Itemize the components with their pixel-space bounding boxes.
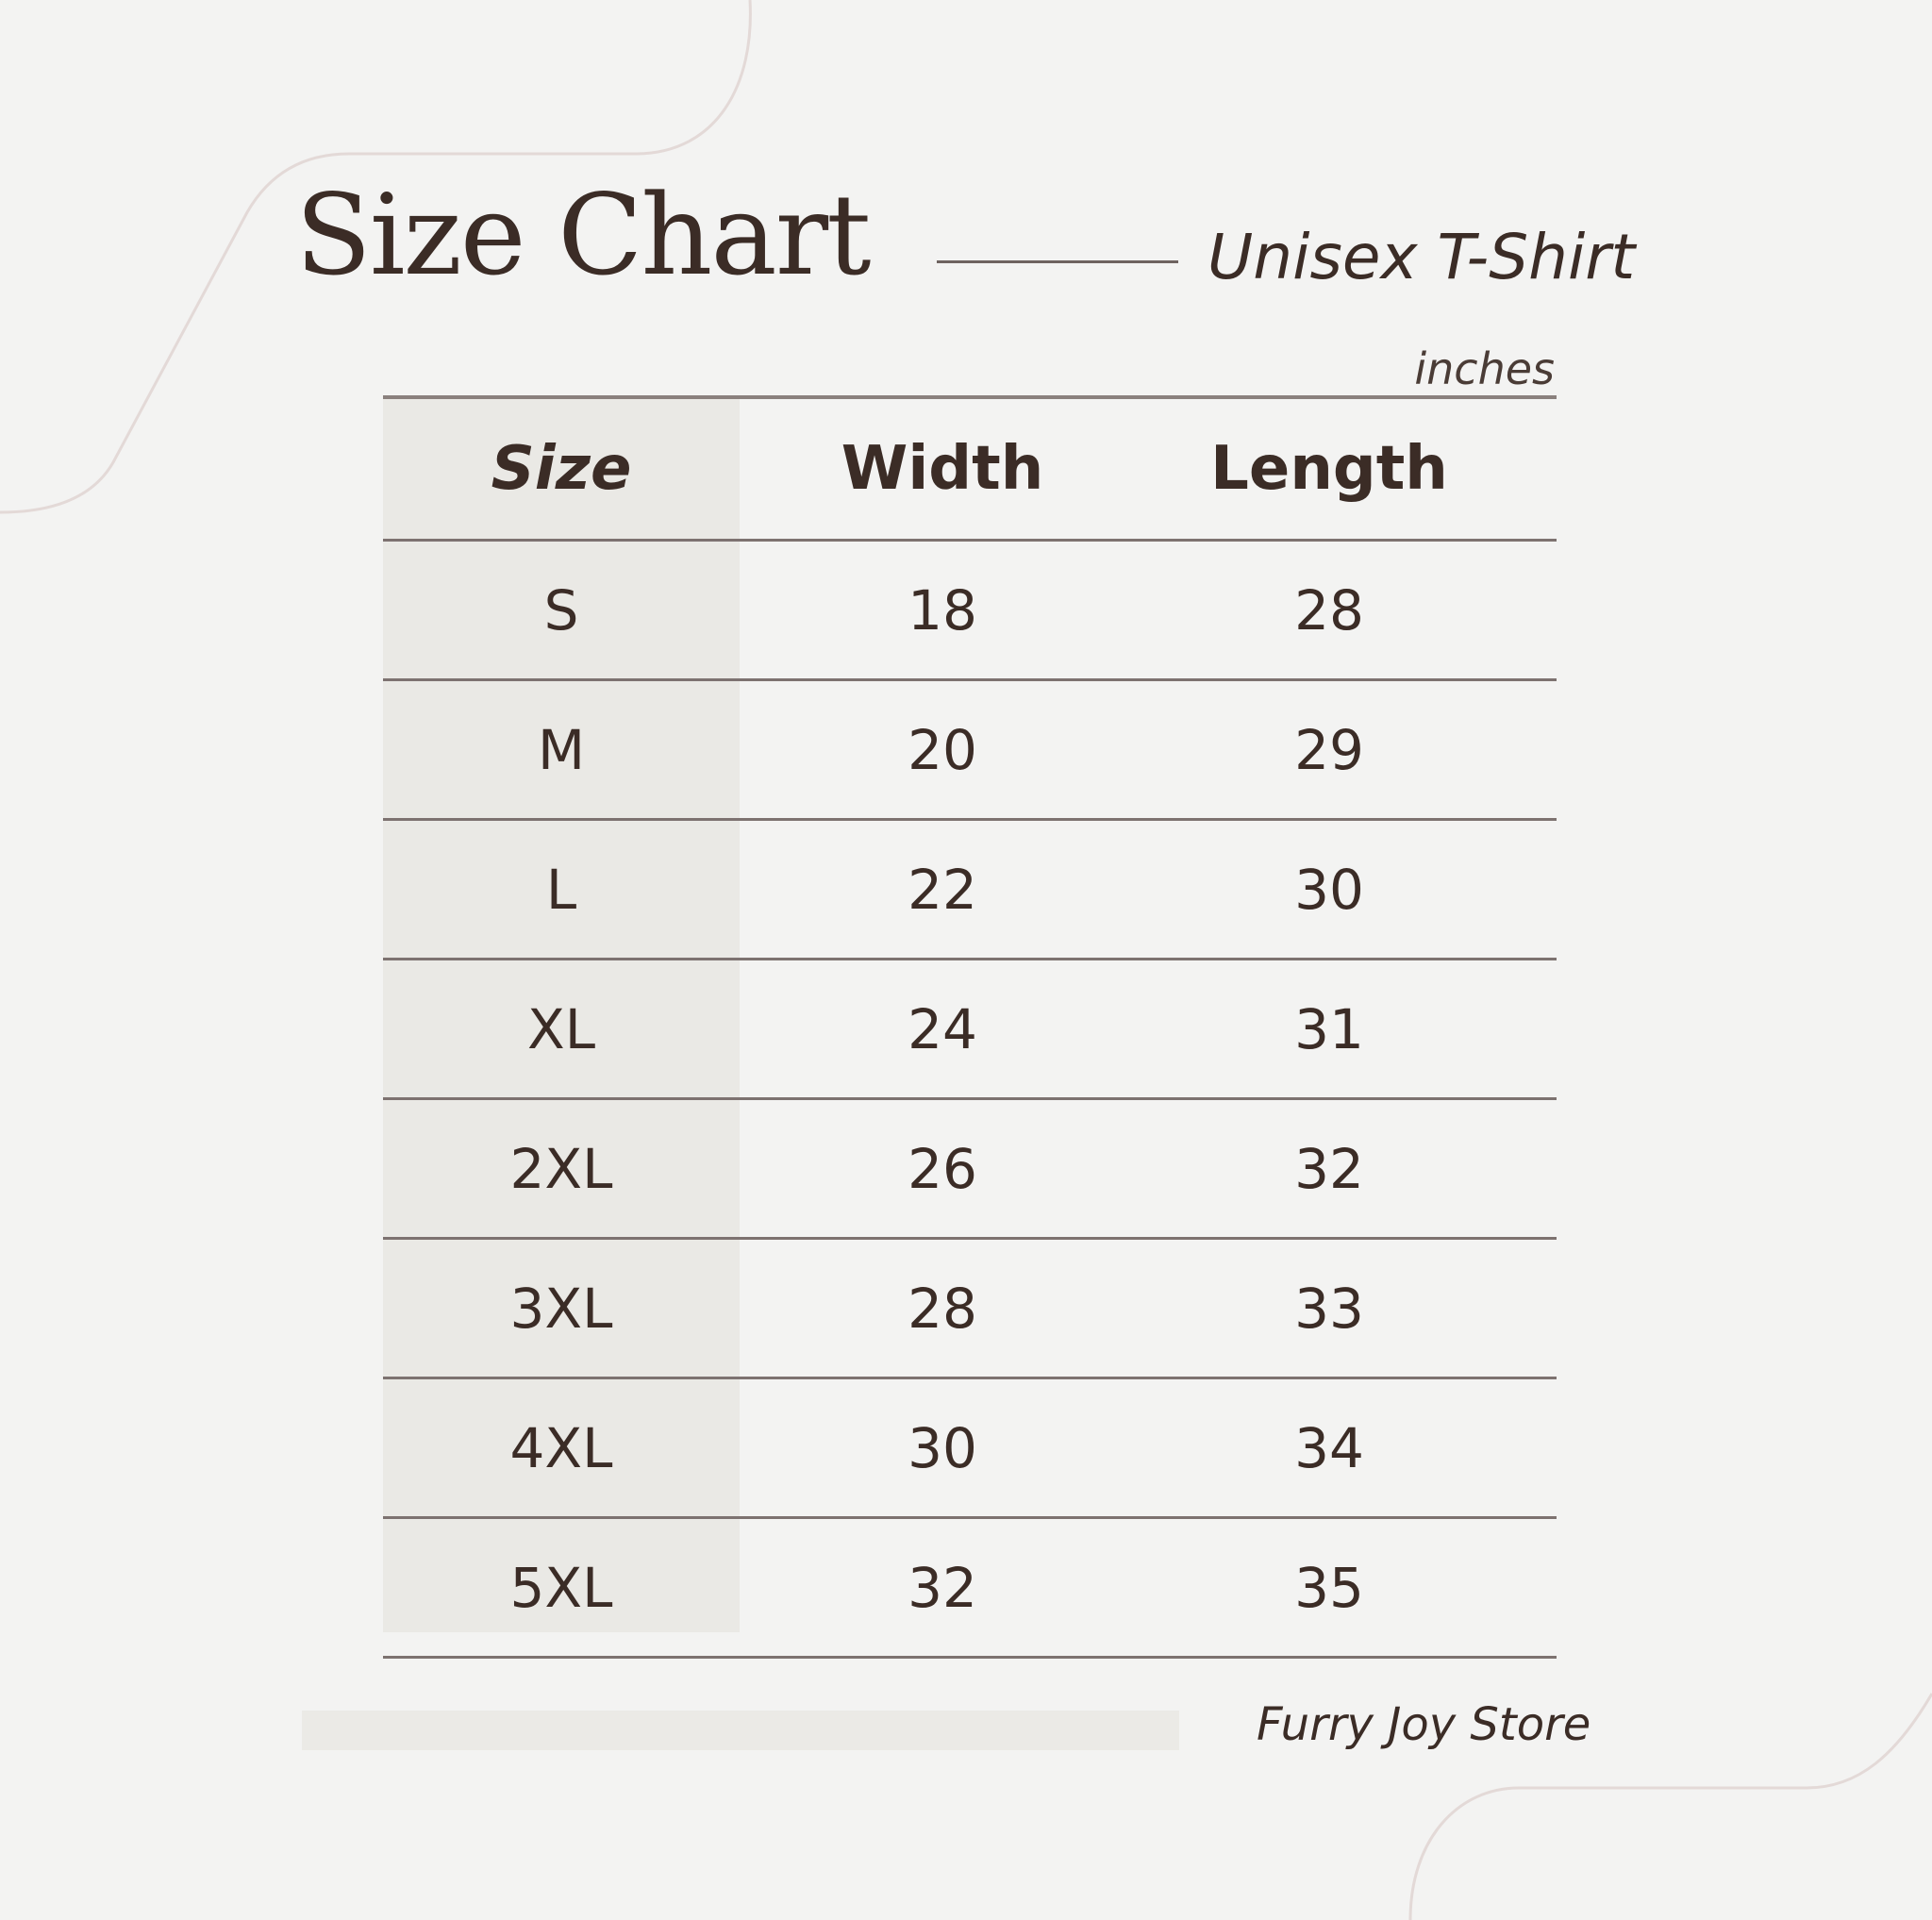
subtitle: Unisex T-Shirt xyxy=(1208,221,1636,293)
table-row: 4XL 30 34 xyxy=(383,1379,1557,1519)
top-left-curve xyxy=(0,0,752,514)
cell-width: 32 xyxy=(908,1555,977,1620)
cell-length: 32 xyxy=(1294,1136,1364,1201)
cell-width: 18 xyxy=(908,577,977,643)
cell-size: XL xyxy=(526,996,596,1061)
store-name: Furry Joy Store xyxy=(1257,1698,1591,1751)
cell-width: 22 xyxy=(908,857,977,922)
cell-length: 34 xyxy=(1294,1415,1364,1480)
table-header-row: Size Width Length xyxy=(383,395,1557,542)
cell-length: 30 xyxy=(1294,857,1364,922)
cell-length: 28 xyxy=(1294,577,1364,643)
cell-size: M xyxy=(537,717,586,782)
cell-size: 5XL xyxy=(509,1555,613,1620)
cell-size: S xyxy=(543,577,579,643)
table-row: S 18 28 xyxy=(383,542,1557,681)
bottom-right-curve xyxy=(1408,1693,1932,1920)
cell-size: 2XL xyxy=(509,1136,613,1201)
units-label: inches xyxy=(1414,343,1555,394)
size-column-shade xyxy=(383,395,740,1632)
cell-length: 35 xyxy=(1294,1555,1364,1620)
table-row: 3XL 28 33 xyxy=(383,1240,1557,1379)
cell-width: 28 xyxy=(908,1276,977,1341)
cell-size: 3XL xyxy=(509,1276,613,1341)
cell-length: 33 xyxy=(1294,1276,1364,1341)
cell-width: 24 xyxy=(908,996,977,1061)
page-title: Size Chart xyxy=(295,170,872,300)
cell-size: 4XL xyxy=(509,1415,613,1480)
size-table: Size Width Length S 18 28 M 20 29 L 22 30 XL 24 31 2… xyxy=(383,395,1557,1659)
cell-length: 31 xyxy=(1294,996,1364,1061)
table-row: XL 24 31 xyxy=(383,960,1557,1100)
cell-width: 26 xyxy=(908,1136,977,1201)
table-row: M 20 29 xyxy=(383,681,1557,821)
table-row: 5XL 32 35 xyxy=(383,1519,1557,1659)
cell-size: L xyxy=(545,857,577,922)
column-header-width: Width xyxy=(841,434,1044,504)
cell-width: 30 xyxy=(908,1415,977,1480)
footer-bar xyxy=(302,1711,1179,1750)
table-row: 2XL 26 32 xyxy=(383,1100,1557,1240)
column-header-size: Size xyxy=(491,434,632,504)
column-header-length: Length xyxy=(1210,434,1448,504)
cell-width: 20 xyxy=(908,717,977,782)
table-row: L 22 30 xyxy=(383,821,1557,960)
title-divider xyxy=(937,260,1178,263)
cell-length: 29 xyxy=(1294,717,1364,782)
